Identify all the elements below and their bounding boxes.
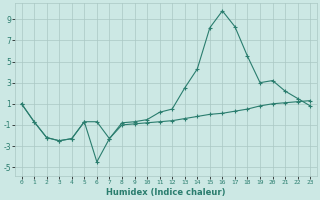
X-axis label: Humidex (Indice chaleur): Humidex (Indice chaleur) [106, 188, 226, 197]
